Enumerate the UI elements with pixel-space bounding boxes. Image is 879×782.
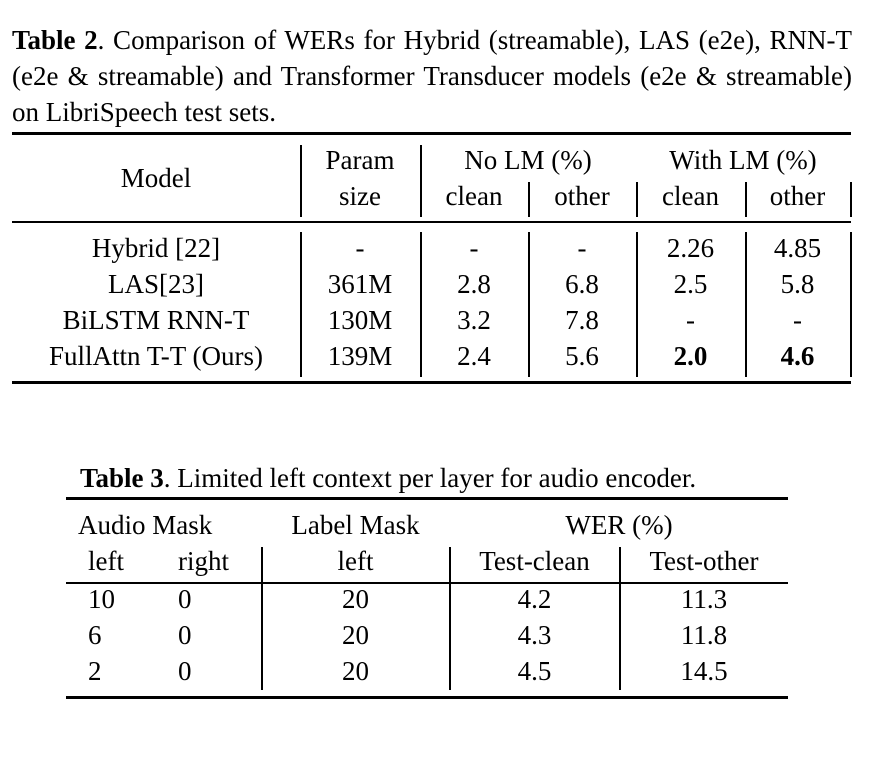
table3-vrule bbox=[449, 547, 451, 690]
table3-cell-audio-right: 0 bbox=[178, 584, 192, 614]
table2-vrule bbox=[420, 232, 422, 377]
table2-cell-model: BiLSTM RNN-T bbox=[62, 305, 250, 335]
table3-cell-test-other: 14.5 bbox=[680, 656, 728, 686]
table3-caption-label: Table 3 bbox=[80, 463, 164, 493]
table3-header-audio-left: left bbox=[88, 546, 124, 576]
table3-cell-test-clean: 4.5 bbox=[517, 656, 552, 686]
table2-header-nolm-other: other bbox=[554, 181, 610, 211]
table3-header-audio-right: right bbox=[178, 546, 229, 576]
table3-cell-test-other: 11.8 bbox=[680, 620, 728, 650]
table2-vrule bbox=[528, 232, 530, 377]
table2-vrule bbox=[528, 182, 530, 217]
table2-cell-nolm-other: - bbox=[577, 233, 587, 263]
table2-cell-lm-other: 5.8 bbox=[780, 269, 815, 299]
table2-cell-nolm-other: 7.8 bbox=[565, 305, 599, 335]
table2-vrule bbox=[300, 232, 302, 377]
table3-top-rule bbox=[66, 497, 788, 500]
table3-cell-label-left: 20 bbox=[342, 620, 369, 650]
table2-header-size: size bbox=[339, 181, 381, 211]
table3-header-wer: WER (%) bbox=[565, 510, 673, 540]
table2-vrule bbox=[636, 232, 638, 377]
table2-cell-lm-other: 4.85 bbox=[773, 233, 822, 263]
table2-cell-model: LAS[23] bbox=[108, 269, 204, 299]
table2-cell-param: 361M bbox=[327, 269, 393, 299]
table2-header-with-lm: With LM (%) bbox=[669, 145, 817, 175]
table3-bottom-rule bbox=[66, 696, 788, 699]
table2-cell-nolm-other: 5.6 bbox=[565, 341, 599, 371]
table3-cell-test-clean: 4.2 bbox=[517, 584, 552, 614]
table2-header-lm-other: other bbox=[769, 181, 826, 211]
table2-cell-nolm-clean: 2.4 bbox=[457, 341, 491, 371]
table3-cell-audio-right: 0 bbox=[178, 656, 192, 686]
table2-caption-text: . Comparison of WERs for Hybrid (streama… bbox=[12, 25, 852, 127]
table2-cell-model: Hybrid [22] bbox=[91, 233, 221, 263]
table2-header-param: Param bbox=[325, 145, 395, 175]
table2-header-rule bbox=[12, 221, 851, 223]
table3-cell-test-clean: 4.3 bbox=[517, 620, 552, 650]
table3-header-rule bbox=[66, 582, 788, 584]
table2-cell-nolm-other: 6.8 bbox=[565, 269, 599, 299]
table2-cell-nolm-clean: - bbox=[469, 233, 479, 263]
table2-vrule bbox=[745, 232, 747, 377]
table2-vrule bbox=[850, 232, 852, 377]
table2-cell-lm-other: - bbox=[793, 305, 802, 335]
table3-header-audio-mask: Audio Mask bbox=[78, 510, 213, 540]
table2-vrule bbox=[850, 182, 852, 217]
table3-caption: Table 3. Limited left context per layer … bbox=[80, 460, 696, 496]
table3-header-test-clean: Test-clean bbox=[479, 546, 590, 576]
table2-cell-nolm-clean: 2.8 bbox=[457, 269, 491, 299]
table2-cell-lm-clean: 2.26 bbox=[666, 233, 715, 263]
table2-caption-label: Table 2 bbox=[12, 25, 98, 55]
table3-cell-audio-right: 0 bbox=[178, 620, 192, 650]
table3-cell-audio-left: 2 bbox=[88, 656, 102, 686]
table2-top-rule bbox=[12, 132, 851, 135]
table2-header-no-lm: No LM (%) bbox=[464, 145, 592, 175]
table3-vrule bbox=[261, 547, 263, 690]
table2-header-model: Model bbox=[120, 163, 192, 193]
table2-cell-nolm-clean: 3.2 bbox=[457, 305, 491, 335]
table2-cell-param: 139M bbox=[327, 341, 393, 371]
table2-cell-model: FullAttn T-T (Ours) bbox=[48, 341, 264, 371]
table2-vrule bbox=[300, 145, 302, 217]
table3-cell-test-other: 11.3 bbox=[680, 584, 728, 614]
table2-header-lm-clean: clean bbox=[662, 181, 719, 211]
table3-caption-text: . Limited left context per layer for aud… bbox=[163, 463, 697, 493]
table2-vrule bbox=[636, 182, 638, 217]
table3-vrule bbox=[619, 547, 621, 690]
table2-vrule bbox=[420, 145, 422, 217]
table2-cell-param: - bbox=[355, 233, 365, 263]
table2-cell-lm-clean: - bbox=[686, 305, 695, 335]
table2-bottom-rule bbox=[12, 381, 851, 384]
table2-cell-lm-clean: 2.5 bbox=[673, 269, 708, 299]
table3-cell-audio-left: 6 bbox=[88, 620, 102, 650]
table3-cell-label-left: 20 bbox=[342, 656, 369, 686]
table3-header-label-mask: Label Mask bbox=[291, 510, 420, 540]
table3-cell-label-left: 20 bbox=[342, 584, 369, 614]
table2-header-nolm-clean: clean bbox=[445, 181, 503, 211]
table2-cell-lm-clean: 2.0 bbox=[673, 341, 708, 371]
table2-cell-lm-other: 4.6 bbox=[780, 341, 815, 371]
table2-cell-param: 130M bbox=[327, 305, 393, 335]
table2-vrule bbox=[745, 182, 747, 217]
table3-header-label-left: left bbox=[337, 546, 374, 576]
table3-header-test-other: Test-other bbox=[649, 546, 759, 576]
table2-caption: Table 2. Comparison of WERs for Hybrid (… bbox=[12, 22, 852, 130]
table3-cell-audio-left: 10 bbox=[88, 584, 115, 614]
